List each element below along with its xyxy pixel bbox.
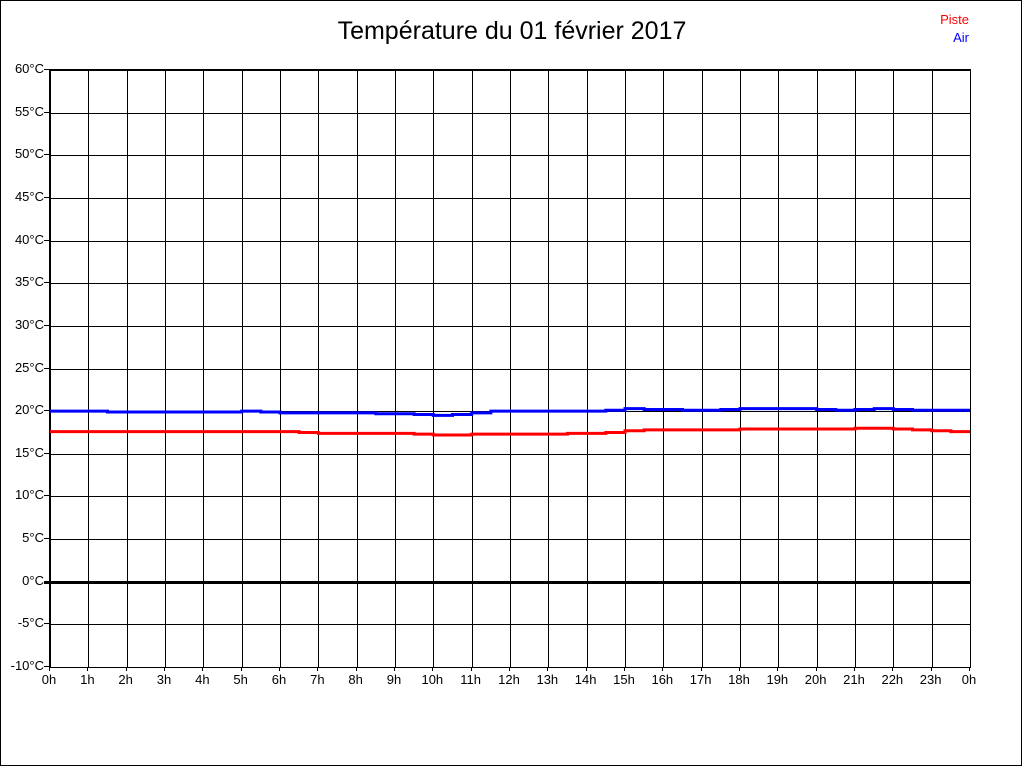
- x-tick-label: 2h: [118, 672, 133, 687]
- x-tick-mark: [931, 667, 932, 671]
- x-tick-label: 15h: [613, 672, 635, 687]
- y-tick-mark: [44, 410, 49, 411]
- x-tick-mark: [126, 667, 127, 671]
- x-tick-mark: [164, 667, 165, 671]
- x-tick-label: 22h: [881, 672, 904, 687]
- x-tick-label: 8h: [348, 672, 363, 687]
- y-tick-label: 10°C: [14, 487, 44, 503]
- x-tick-mark: [892, 667, 893, 671]
- x-tick-label: 7h: [310, 672, 325, 687]
- data-series: [50, 407, 970, 437]
- x-tick-mark: [432, 667, 433, 671]
- y-tick-mark: [44, 581, 49, 584]
- y-tick-mark: [44, 666, 49, 667]
- x-tick-label: 1h: [80, 672, 95, 687]
- x-tick-mark: [241, 667, 242, 671]
- x-tick-mark: [202, 667, 203, 671]
- x-tick-label: 21h: [843, 672, 865, 687]
- y-tick-label: 5°C: [22, 530, 44, 546]
- x-tick-mark: [279, 667, 280, 671]
- y-tick-mark: [44, 282, 49, 283]
- y-tick-mark: [44, 112, 49, 113]
- x-tick-label: 5h: [233, 672, 248, 687]
- x-tick-label: 3h: [156, 672, 172, 687]
- x-tick-mark: [586, 667, 587, 671]
- y-tick-label: 35°C: [14, 274, 44, 290]
- x-tick-mark: [777, 667, 778, 671]
- x-tick-mark: [87, 667, 88, 671]
- x-tick-mark: [547, 667, 548, 671]
- x-tick-label: 19h: [766, 672, 789, 687]
- series-line-piste: [50, 426, 970, 437]
- x-tick-label: 23h: [919, 672, 942, 687]
- y-tick-mark: [44, 623, 49, 624]
- y-tick-label: 20°C: [14, 402, 44, 418]
- grid-lines: [50, 70, 970, 667]
- y-axis-labels: 60°C 55°C 50°C 45°C 40°C 35°C 30°C 25°C 20°C 15°C…: [1, 1, 49, 767]
- x-tick-mark: [969, 667, 970, 671]
- y-tick-mark: [44, 368, 49, 369]
- y-tick-label: 25°C: [14, 359, 44, 375]
- y-tick-mark: [44, 325, 49, 326]
- x-tick-label: 0h: [41, 672, 57, 687]
- y-tick-mark: [44, 495, 49, 496]
- y-tick-label: -10°C: [10, 658, 44, 673]
- x-tick-label: 12h: [498, 672, 520, 687]
- y-tick-mark: [44, 538, 49, 539]
- x-tick-label: 6h: [271, 672, 287, 687]
- y-tick-mark: [44, 154, 49, 155]
- x-tick-mark: [49, 667, 50, 671]
- y-tick-mark: [44, 240, 49, 241]
- x-tick-label: 0h: [961, 672, 977, 687]
- y-tick-label: 50°C: [14, 146, 44, 162]
- x-tick-label: 17h: [689, 672, 712, 687]
- x-tick-label: 10h: [421, 672, 444, 687]
- y-tick-label: -5°C: [17, 615, 44, 631]
- x-tick-mark: [662, 667, 663, 671]
- x-tick-mark: [317, 667, 318, 671]
- y-tick-label: 60°C: [14, 61, 44, 76]
- x-tick-mark: [624, 667, 625, 671]
- y-tick-label: 40°C: [14, 231, 44, 247]
- x-tick-mark: [739, 667, 740, 671]
- x-tick-label: 14h: [574, 672, 597, 687]
- legend-item-air: Air: [953, 30, 969, 45]
- x-tick-label: 20h: [804, 672, 827, 687]
- x-tick-label: 11h: [460, 672, 482, 687]
- x-tick-label: 18h: [728, 672, 750, 687]
- x-tick-mark: [394, 667, 395, 671]
- series-line-air: [50, 407, 970, 417]
- y-tick-label: 15°C: [14, 444, 44, 460]
- plot-svg: [50, 70, 970, 667]
- y-tick-label: 45°C: [14, 188, 44, 204]
- x-tick-label: 9h: [386, 672, 402, 687]
- x-tick-mark: [701, 667, 702, 671]
- y-tick-label: 30°C: [14, 316, 44, 332]
- y-tick-mark: [44, 197, 49, 198]
- y-tick-label: 0°C: [22, 572, 44, 588]
- x-tick-mark: [356, 667, 357, 671]
- x-tick-label: 16h: [651, 672, 674, 687]
- x-tick-mark: [471, 667, 472, 671]
- plot-area: [49, 69, 971, 668]
- x-tick-label: 4h: [195, 672, 210, 687]
- x-tick-mark: [854, 667, 855, 671]
- chart-legend: Piste Air: [940, 11, 969, 47]
- y-tick-mark: [44, 453, 49, 454]
- x-tick-mark: [509, 667, 510, 671]
- y-tick-label: 55°C: [14, 103, 44, 119]
- y-tick-mark: [44, 69, 49, 70]
- page-title: Température du 01 février 2017: [337, 17, 687, 45]
- legend-item-piste: Piste: [940, 12, 969, 27]
- x-tick-mark: [816, 667, 817, 671]
- x-tick-label: 13h: [536, 672, 559, 687]
